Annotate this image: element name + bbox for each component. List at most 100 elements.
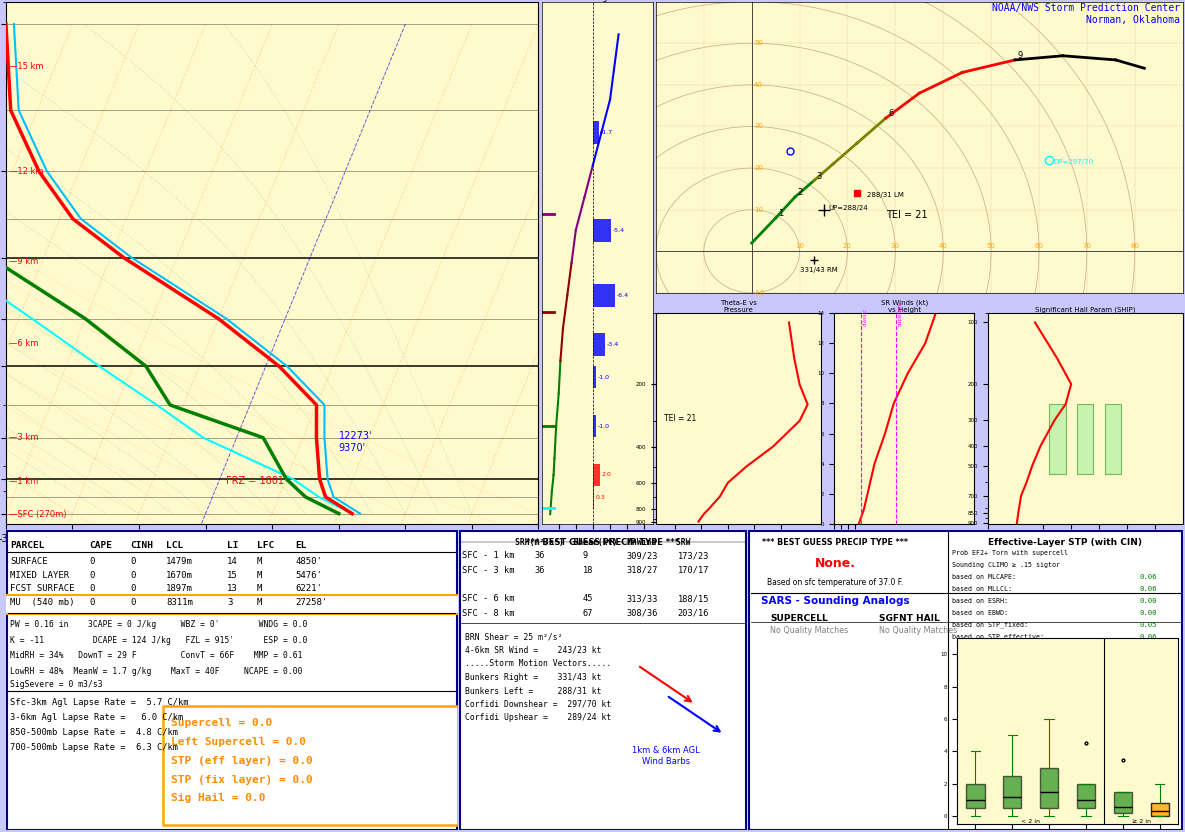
Text: SFC - 8 km: SFC - 8 km bbox=[462, 609, 514, 618]
Text: —3 km: —3 km bbox=[9, 433, 39, 443]
Text: 0.3: 0.3 bbox=[596, 495, 606, 500]
Text: 1479m: 1479m bbox=[166, 557, 193, 566]
Text: BRN Shear = 25 m²/s²: BRN Shear = 25 m²/s² bbox=[465, 632, 563, 641]
Text: 80: 80 bbox=[1130, 243, 1139, 250]
Text: 331/43 RM: 331/43 RM bbox=[800, 267, 838, 273]
Text: 67: 67 bbox=[583, 609, 594, 618]
Text: —SFC (270m): —SFC (270m) bbox=[9, 510, 66, 519]
Text: -1.0: -1.0 bbox=[598, 423, 610, 428]
Text: 0: 0 bbox=[130, 584, 135, 593]
Text: 3-6km Agl Lapse Rate =   6.0 C/km: 3-6km Agl Lapse Rate = 6.0 C/km bbox=[11, 713, 184, 722]
Text: 20: 20 bbox=[843, 243, 852, 250]
Text: 4-6km SR Wind =    243/23 kt: 4-6km SR Wind = 243/23 kt bbox=[465, 646, 602, 655]
Text: -1.7: -1.7 bbox=[601, 130, 613, 135]
Bar bbox=[1104, 404, 1121, 474]
Text: FRZ = 1801': FRZ = 1801' bbox=[225, 476, 286, 486]
Text: 14: 14 bbox=[228, 557, 238, 566]
Text: MidRH = 34%   DownT = 29 F         ConvT = 66F    MMP = 0.61: MidRH = 34% DownT = 29 F ConvT = 66F MMP… bbox=[11, 651, 303, 661]
Title: Significant Hail Param (SHIP): Significant Hail Param (SHIP) bbox=[1035, 306, 1135, 313]
Text: —15 km: —15 km bbox=[9, 62, 44, 71]
Text: UP=288/24: UP=288/24 bbox=[828, 205, 867, 210]
Text: Sounding CLIMO ≥ .15 sigtor: Sounding CLIMO ≥ .15 sigtor bbox=[953, 562, 1061, 567]
Text: 10: 10 bbox=[754, 206, 763, 213]
Text: K = -11          DCAPE = 124 J/kg   FZL = 915'      ESP = 0.0: K = -11 DCAPE = 124 J/kg FZL = 915' ESP … bbox=[11, 636, 308, 645]
Bar bbox=[1077, 404, 1094, 474]
Text: No Quality Matches: No Quality Matches bbox=[770, 626, 848, 635]
Text: TEI = 21: TEI = 21 bbox=[664, 414, 697, 423]
Text: 50: 50 bbox=[987, 243, 995, 250]
Bar bbox=[592, 463, 600, 487]
Text: 0.00: 0.00 bbox=[1139, 610, 1157, 616]
Text: STP (fix layer) = 0.0: STP (fix layer) = 0.0 bbox=[171, 775, 313, 785]
Text: 1897m: 1897m bbox=[166, 584, 193, 593]
Text: 36: 36 bbox=[534, 566, 545, 575]
Text: No Quality Matches: No Quality Matches bbox=[878, 626, 957, 635]
Text: M: M bbox=[257, 571, 262, 580]
Text: —9 km: —9 km bbox=[9, 256, 38, 265]
Title: Theta-E vs
Pressure: Theta-E vs Pressure bbox=[720, 300, 757, 313]
Text: LCL: LCL bbox=[166, 541, 184, 550]
Text: 6: 6 bbox=[888, 109, 893, 118]
Text: PW = 0.16 in    3CAPE = 0 J/kg     WBZ = 0'        WNDG = 0.0: PW = 0.16 in 3CAPE = 0 J/kg WBZ = 0' WND… bbox=[11, 620, 308, 629]
Text: 3: 3 bbox=[816, 171, 821, 181]
Text: 6221': 6221' bbox=[295, 584, 322, 593]
Text: 0.00: 0.00 bbox=[1139, 597, 1157, 604]
Text: CAPE: CAPE bbox=[90, 541, 113, 550]
Text: 8311m: 8311m bbox=[166, 597, 193, 607]
Text: PARCEL: PARCEL bbox=[11, 541, 45, 550]
Text: 313/33: 313/33 bbox=[626, 594, 658, 603]
Text: 10: 10 bbox=[795, 243, 805, 250]
Text: 700-500mb Lapse Rate =  6.3 C/km: 700-500mb Lapse Rate = 6.3 C/km bbox=[11, 743, 179, 752]
Text: 0: 0 bbox=[130, 557, 135, 566]
Text: -5.4: -5.4 bbox=[613, 228, 626, 233]
Text: 12273': 12273' bbox=[339, 431, 372, 441]
Text: Corfidi Downshear =  297/70 kt: Corfidi Downshear = 297/70 kt bbox=[465, 700, 611, 709]
Text: 0: 0 bbox=[90, 557, 95, 566]
Text: 9370': 9370' bbox=[339, 443, 366, 453]
Text: SUPERCELL: SUPERCELL bbox=[770, 614, 828, 623]
Text: 308/36: 308/36 bbox=[626, 609, 658, 618]
FancyBboxPatch shape bbox=[5, 595, 459, 613]
Text: 0.06: 0.06 bbox=[1139, 634, 1157, 640]
Text: SRH(m²/s²)  Shear(kt)  MnWind    SRW: SRH(m²/s²) Shear(kt) MnWind SRW bbox=[515, 537, 691, 547]
Text: 30: 30 bbox=[891, 243, 899, 250]
Text: SFC - 6 km: SFC - 6 km bbox=[462, 594, 514, 603]
Text: *** BEST GUESS PRECIP TYPE ***: *** BEST GUESS PRECIP TYPE *** bbox=[526, 537, 680, 547]
Text: based on MLCAPE:: based on MLCAPE: bbox=[953, 573, 1017, 580]
Text: -10: -10 bbox=[754, 290, 766, 296]
Text: -6.4: -6.4 bbox=[616, 293, 629, 298]
Text: supercell: supercell bbox=[897, 301, 902, 326]
Text: Sig Hail = 0.0: Sig Hail = 0.0 bbox=[171, 793, 265, 803]
Title: Wind Speed (kt)
vs Height: Wind Speed (kt) vs Height bbox=[566, 0, 628, 2]
Text: 9: 9 bbox=[1018, 51, 1023, 60]
Text: Effective-Layer STP (with CIN): Effective-Layer STP (with CIN) bbox=[988, 537, 1142, 547]
FancyBboxPatch shape bbox=[162, 706, 459, 825]
Text: M: M bbox=[257, 557, 262, 566]
Text: Corfidi Upshear =    289/24 kt: Corfidi Upshear = 289/24 kt bbox=[465, 713, 611, 722]
Text: SFC - 1 km: SFC - 1 km bbox=[462, 551, 514, 560]
Text: 9: 9 bbox=[583, 551, 588, 560]
Text: Bunkers Left =     288/31 kt: Bunkers Left = 288/31 kt bbox=[465, 686, 602, 696]
Text: based on STP_fixed:: based on STP_fixed: bbox=[953, 622, 1029, 628]
Text: LFC: LFC bbox=[257, 541, 274, 550]
Text: 0: 0 bbox=[130, 597, 135, 607]
Text: Prob EF2+ Torn with supercell: Prob EF2+ Torn with supercell bbox=[953, 550, 1069, 556]
Text: 4850': 4850' bbox=[295, 557, 322, 566]
Text: 173/23: 173/23 bbox=[678, 551, 710, 560]
Text: 309/23: 309/23 bbox=[626, 551, 658, 560]
Text: classic: classic bbox=[863, 308, 867, 326]
Text: 2.0: 2.0 bbox=[602, 473, 611, 478]
Text: None.: None. bbox=[815, 557, 856, 570]
Text: SARS - Sounding Analogs: SARS - Sounding Analogs bbox=[761, 597, 910, 607]
Bar bbox=[592, 284, 615, 307]
Text: 1670m: 1670m bbox=[166, 571, 193, 580]
Text: Supercell = 0.0: Supercell = 0.0 bbox=[171, 718, 273, 728]
Text: 50: 50 bbox=[754, 40, 763, 47]
Text: 5476': 5476' bbox=[295, 571, 322, 580]
Text: NOAA/NWS Storm Prediction Center
Norman, Oklahoma: NOAA/NWS Storm Prediction Center Norman,… bbox=[992, 3, 1180, 25]
Title: SR Winds (kt)
vs Height: SR Winds (kt) vs Height bbox=[880, 300, 928, 313]
Text: 18: 18 bbox=[583, 566, 594, 575]
Text: 70: 70 bbox=[1082, 243, 1091, 250]
Text: 40: 40 bbox=[939, 243, 948, 250]
Text: 36: 36 bbox=[534, 551, 545, 560]
